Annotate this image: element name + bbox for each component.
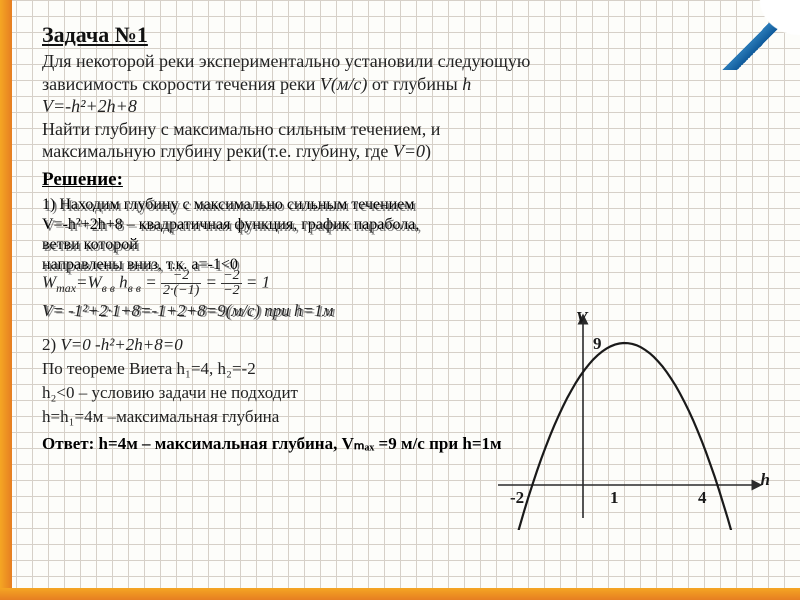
calc-l2: V= -1²+2·1+8=-1+2+8=9(м/с) при h=1м: [42, 301, 333, 320]
solution-label: Решение:: [42, 169, 770, 191]
problem-vms: V(м/с): [320, 74, 367, 94]
problem-line-1: Для некоторой реки экспериментально уста…: [42, 51, 530, 71]
problem-vzero: V=0: [393, 141, 425, 161]
frac2-den: −2: [221, 284, 241, 298]
problem-line-4: максимальную глубину реки(т.е. глубину, …: [42, 141, 393, 161]
problem-line-3: Найти глубину с максимально сильным тече…: [42, 119, 440, 139]
problem-line-2a: зависимость скорости течения реки: [42, 74, 320, 94]
overlapping-text-block: 1) Находим глубину с максимально сильным…: [42, 195, 770, 263]
overlap-a3: направлены вниз, т.к. a=-1<0: [42, 256, 238, 273]
y-axis-label: V: [576, 308, 587, 328]
x-root-pos-label: 4: [698, 488, 707, 508]
task-title: Задача №1: [42, 22, 770, 48]
problem-text: Для некоторой реки экспериментально уста…: [42, 50, 770, 163]
parabola-chart: V h 9 1 4 -2: [488, 310, 766, 530]
problem-equation: V=-h²+2h+8: [42, 96, 137, 116]
p2-l1a: 2): [42, 335, 60, 354]
p2-l1b: V=0 -h²+2h+8=0: [60, 335, 182, 354]
x-root-neg-label: -2: [510, 488, 532, 508]
y-peak-label: 9: [593, 334, 602, 354]
overlap-layer-front: 1) Находим глубину с максимально сильным…: [42, 195, 430, 275]
problem-close: ): [425, 141, 431, 161]
frac1-den: 2·(−1): [161, 284, 201, 298]
x-axis-label: h: [761, 470, 770, 490]
problem-line-2b: от глубины: [367, 74, 462, 94]
parabola-curve: [498, 343, 758, 530]
overlap-a2: V=-h²+2h+8 – квадратичная функция, графи…: [42, 216, 419, 253]
x-vertex-label: 1: [610, 488, 619, 508]
problem-h: h: [462, 74, 471, 94]
overlap-a1: 1) Находим глубину с максимально сильным…: [42, 196, 414, 213]
